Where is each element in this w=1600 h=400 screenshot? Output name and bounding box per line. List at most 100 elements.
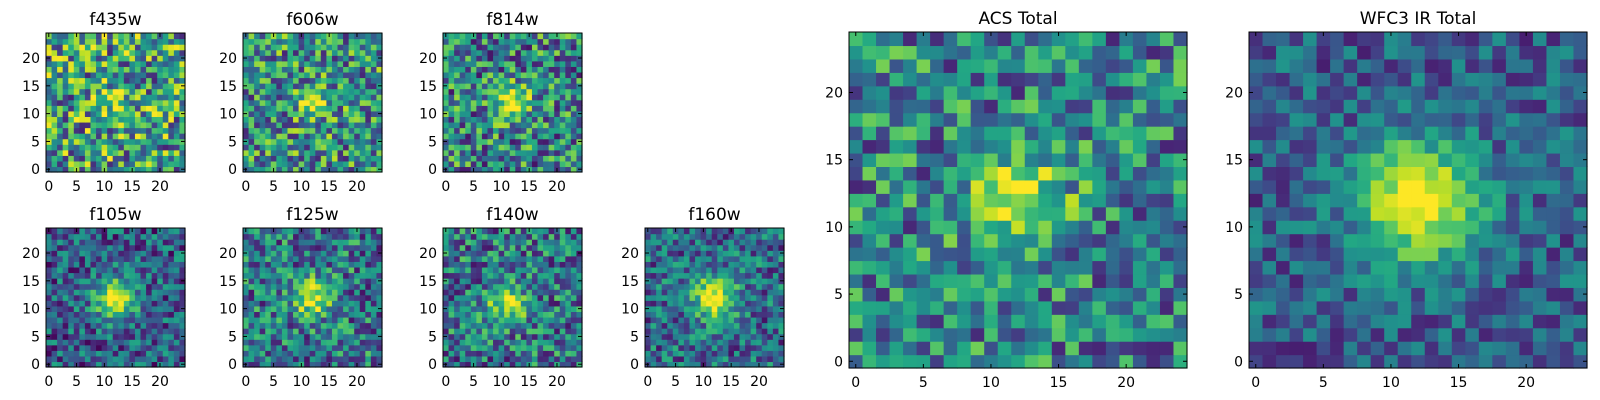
heatmap-cell	[570, 239, 578, 246]
heatmap-cell	[315, 99, 322, 106]
heatmap-cell	[84, 333, 92, 340]
x-tick-label: 15	[320, 179, 338, 195]
heatmap-cell	[162, 71, 169, 79]
heatmap-cell	[476, 278, 483, 285]
heatmap-cell	[376, 322, 383, 329]
heatmap-cell	[73, 77, 80, 84]
heatmap-cell	[443, 272, 450, 279]
heatmap-cell	[354, 160, 361, 168]
heatmap-cell	[376, 244, 383, 251]
heatmap-cell	[354, 322, 361, 329]
heatmap-cell	[711, 344, 718, 351]
heatmap-cell	[243, 316, 250, 324]
heatmap-cell	[443, 60, 450, 67]
heatmap-cell	[509, 294, 516, 301]
x-tick-label: 20	[151, 374, 169, 390]
heatmap-cell	[96, 255, 103, 262]
heatmap-cell	[576, 355, 583, 363]
heatmap-cell	[326, 49, 333, 56]
heatmap-cell	[304, 261, 311, 268]
heatmap-cell	[315, 55, 322, 62]
heatmap-cell	[123, 144, 130, 151]
heatmap-cell	[337, 49, 344, 56]
heatmap-cell	[515, 166, 522, 173]
heatmap-cell	[504, 239, 511, 246]
heatmap-cell	[548, 55, 555, 62]
heatmap-cell	[465, 305, 472, 312]
heatmap-cell	[343, 49, 350, 56]
axes-frame	[45, 227, 186, 368]
heatmap-cell	[504, 305, 511, 312]
heatmap-cell	[129, 244, 136, 251]
heatmap-cell	[465, 239, 472, 246]
heatmap-cell	[543, 283, 550, 290]
heatmap-cell	[315, 294, 322, 301]
heatmap-cell	[997, 247, 1012, 262]
heatmap-cell	[443, 66, 450, 73]
x-tick-label: 5	[72, 179, 81, 195]
heatmap-cell	[304, 355, 311, 363]
heatmap-cell	[689, 233, 696, 240]
heatmap-cell	[370, 99, 378, 106]
heatmap-cell	[343, 60, 350, 67]
heatmap-cell	[315, 311, 322, 318]
heatmap-cell	[459, 94, 466, 101]
heatmap-cell	[376, 60, 383, 67]
heatmap-cell	[565, 33, 572, 40]
heatmap-cell	[476, 77, 483, 84]
heatmap-cell	[509, 94, 516, 101]
heatmap-cell	[68, 155, 75, 162]
heatmap-cell	[678, 272, 685, 279]
heatmap-cell	[448, 255, 455, 262]
heatmap-cell	[162, 322, 169, 329]
heatmap-cell	[259, 83, 266, 90]
heatmap-cell	[370, 283, 378, 290]
heatmap-cell	[554, 44, 561, 51]
heatmap-cell	[79, 300, 86, 307]
heatmap-cell	[146, 339, 153, 346]
heatmap-cell	[281, 55, 289, 62]
y-tick-label: 20	[219, 51, 237, 67]
heatmap-cell	[129, 339, 136, 346]
heatmap-cell	[756, 266, 763, 274]
heatmap-cell	[493, 155, 500, 162]
heatmap-cell	[1065, 260, 1080, 275]
heatmap-cell	[370, 350, 378, 357]
heatmap-cell	[134, 294, 142, 301]
heatmap-cell	[243, 149, 250, 156]
heatmap-cell	[276, 311, 283, 318]
heatmap-cell	[51, 77, 58, 84]
heatmap-cell	[309, 272, 316, 279]
heatmap-cell	[756, 244, 763, 251]
heatmap-cell	[700, 233, 707, 240]
heatmap-cell	[96, 355, 103, 363]
heatmap-cell	[146, 99, 153, 106]
heatmap-cell	[565, 311, 572, 318]
heatmap-cell	[661, 333, 668, 340]
heatmap-cell	[146, 66, 153, 73]
heatmap-cell	[570, 116, 578, 123]
heatmap-cell	[465, 55, 472, 62]
heatmap-cell	[470, 55, 477, 62]
heatmap-cell	[559, 283, 566, 290]
heatmap-cell	[259, 149, 266, 156]
heatmap-cell	[559, 88, 566, 95]
heatmap-cell	[320, 355, 327, 363]
heatmap-cell	[84, 316, 92, 324]
heatmap-cell	[90, 350, 97, 357]
heatmap-cell	[157, 77, 164, 84]
heatmap-cell	[315, 289, 322, 296]
heatmap-cell	[520, 60, 527, 67]
heatmap-cell	[767, 283, 774, 290]
heatmap-cell	[1078, 166, 1093, 181]
heatmap-cell	[173, 60, 181, 67]
heatmap-cell	[943, 179, 958, 194]
heatmap-cell	[565, 94, 572, 101]
heatmap-cell	[276, 261, 283, 268]
heatmap-cell	[320, 33, 327, 40]
heatmap-cell	[118, 49, 125, 56]
heatmap-cell	[916, 300, 931, 315]
heatmap-cell	[695, 344, 702, 351]
heatmap-cell	[756, 278, 763, 285]
heatmap-cell	[470, 350, 477, 357]
